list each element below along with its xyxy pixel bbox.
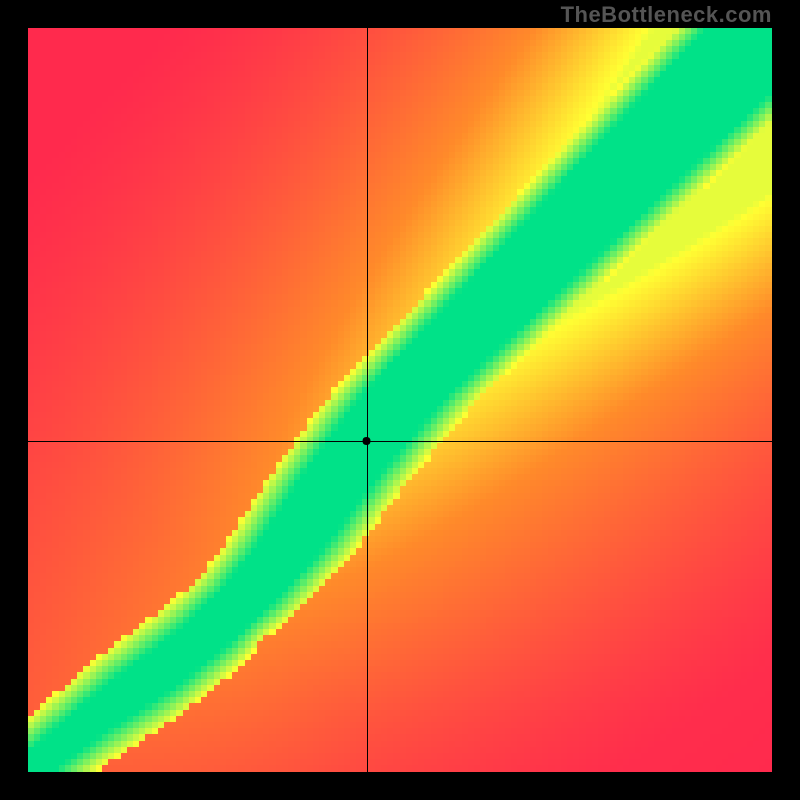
watermark-text: TheBottleneck.com [561,2,772,28]
bottleneck-heatmap [28,28,772,772]
chart-container: TheBottleneck.com [0,0,800,800]
